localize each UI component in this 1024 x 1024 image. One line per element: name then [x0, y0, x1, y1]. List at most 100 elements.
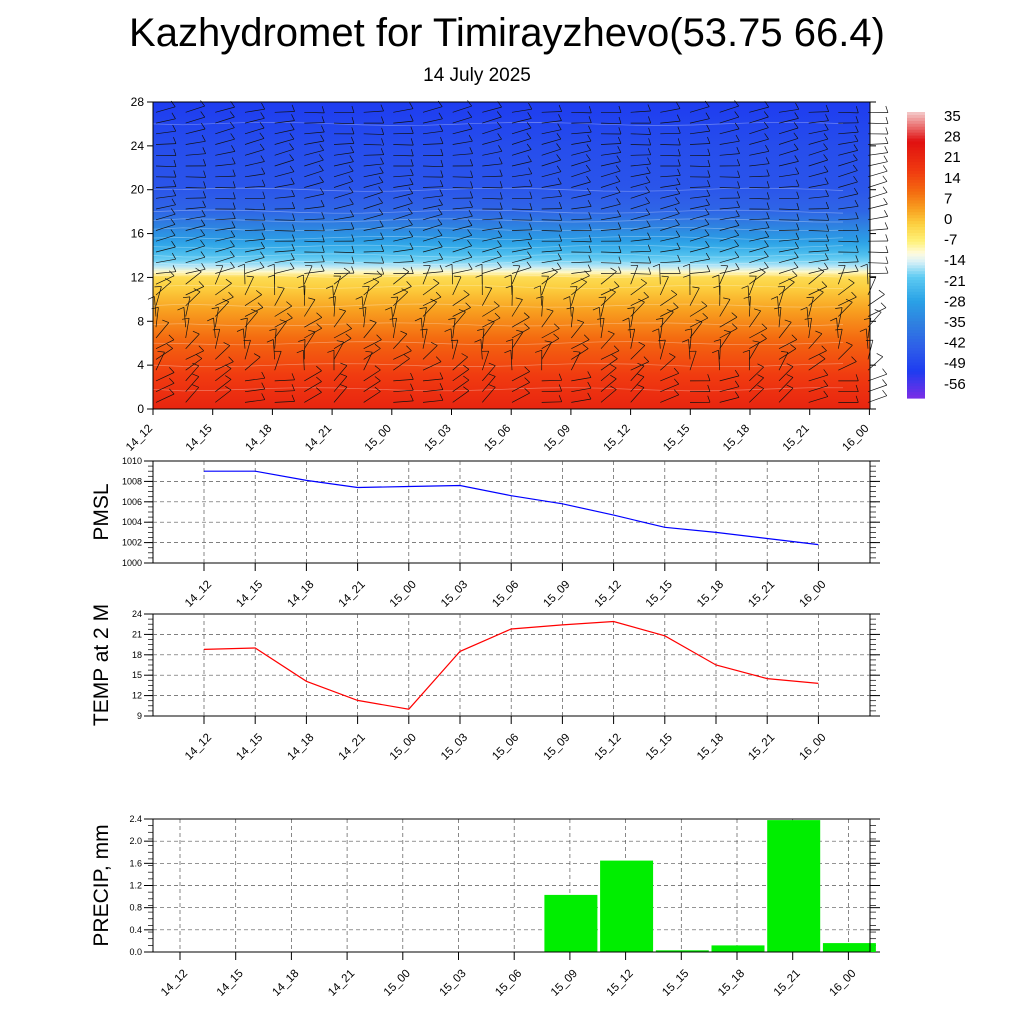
- colorbar-segment: [907, 185, 925, 190]
- wind-barb-feather: [677, 159, 681, 167]
- wind-barb: [660, 193, 680, 199]
- wind-barb-feather: [467, 219, 473, 226]
- wind-barb-feather: [704, 218, 710, 225]
- wind-barb: [155, 322, 170, 339]
- wind-barb: [838, 111, 859, 114]
- wind-barb: [363, 110, 384, 113]
- wind-barb-feather: [735, 263, 740, 270]
- wind-barb-feather: [883, 155, 888, 162]
- wind-barb: [244, 307, 264, 317]
- wind-barb-feather: [289, 165, 295, 172]
- wind-barb: [155, 258, 176, 264]
- wind-barb-feather: [318, 164, 324, 171]
- wind-barb: [600, 122, 622, 125]
- wind-barb-feather: [529, 213, 533, 221]
- wind-barb-feather: [706, 124, 711, 132]
- wind-barb: [660, 307, 679, 317]
- wind-barb-feather: [319, 176, 324, 183]
- wind-barb: [837, 307, 843, 328]
- wind-barb-feather: [563, 296, 570, 300]
- wind-barb: [778, 229, 800, 231]
- wind-barb-feather: [251, 308, 258, 313]
- wind-barb: [244, 377, 265, 382]
- wind-barb: [571, 149, 591, 156]
- wind-barb-feather: [351, 116, 355, 124]
- wind-barb-feather: [225, 278, 232, 284]
- wind-barb: [333, 152, 354, 156]
- wind-barb-feather: [289, 133, 295, 140]
- wind-barb-feather: [291, 114, 295, 121]
- wind-barb-feather: [524, 323, 530, 329]
- colorbar-segment: [907, 383, 925, 387]
- wind-barb-feather: [410, 266, 414, 274]
- wind-barb-feather: [380, 232, 384, 240]
- wind-barb: [452, 256, 472, 264]
- wind-barb: [452, 128, 473, 135]
- wind-barb-feather: [201, 263, 206, 270]
- wind-barb: [719, 116, 739, 124]
- wind-barb-feather: [232, 202, 236, 210]
- wind-barb-feather: [766, 192, 770, 200]
- wind-barb-feather: [458, 309, 466, 313]
- wind-barb: [719, 375, 740, 382]
- wind-barb-feather: [706, 189, 711, 197]
- wind-barb: [215, 361, 234, 371]
- wind-barb-feather: [675, 230, 681, 237]
- wind-barb: [155, 307, 159, 328]
- wind-barb-feather: [291, 104, 295, 112]
- wind-barb-feather: [381, 116, 385, 124]
- wind-barb-feather: [438, 112, 443, 119]
- wind-barb-feather: [885, 116, 889, 124]
- wind-barb: [452, 356, 468, 371]
- wind-barb: [867, 170, 888, 178]
- wind-barb-feather: [338, 308, 346, 312]
- wind-barb-feather: [851, 356, 857, 362]
- heatmap-y-tick-label: 4: [137, 358, 144, 372]
- wind-barb: [511, 267, 532, 274]
- wind-barb-feather: [262, 191, 266, 199]
- wind-barb-feather: [524, 377, 530, 383]
- wind-barb-feather: [823, 143, 828, 150]
- wind-barb: [747, 285, 750, 306]
- wind-barb-feather: [291, 384, 295, 391]
- wind-barb-feather: [752, 340, 760, 343]
- wind-barb-feather: [230, 240, 235, 247]
- wind-barb-feather: [328, 296, 336, 299]
- wind-barb-feather: [320, 134, 325, 142]
- wind-barb-feather: [586, 144, 591, 151]
- wind-barb-feather: [467, 100, 472, 107]
- wind-barb: [541, 171, 562, 178]
- colorbar-segment: [907, 247, 925, 252]
- colorbar-segment: [907, 268, 925, 272]
- precip-bar: [600, 860, 654, 952]
- wind-barb: [452, 294, 470, 306]
- wind-barb-feather: [435, 291, 442, 298]
- wind-barb: [451, 264, 454, 285]
- wind-barb: [274, 305, 292, 317]
- wind-barb-feather: [615, 175, 621, 182]
- wind-barb-feather: [408, 218, 413, 226]
- wind-barb: [571, 270, 592, 274]
- wind-barb-feather: [796, 213, 800, 221]
- wind-barb-feather: [553, 333, 560, 339]
- wind-barb: [689, 321, 703, 339]
- wind-barb-feather: [229, 111, 235, 118]
- wind-barb: [155, 286, 162, 306]
- wind-barb: [274, 129, 295, 135]
- wind-barb: [511, 285, 513, 306]
- wind-barb: [571, 398, 592, 403]
- pmsl-y-tick-label: 1010: [122, 456, 142, 466]
- wind-barb-feather: [465, 302, 471, 308]
- wind-barb-feather: [830, 317, 837, 322]
- wind-barb-feather: [637, 384, 645, 388]
- colorbar-segment: [907, 327, 925, 331]
- wind-barb: [452, 234, 472, 242]
- wind-barb: [748, 296, 751, 317]
- wind-barb-feather: [440, 136, 444, 144]
- wind-barb-feather: [794, 112, 799, 119]
- wind-barb: [719, 215, 740, 221]
- wind-barb-feather: [855, 395, 859, 403]
- colorbar-label: -7: [944, 232, 957, 249]
- wind-barb: [482, 376, 496, 392]
- wind-barb: [689, 195, 710, 199]
